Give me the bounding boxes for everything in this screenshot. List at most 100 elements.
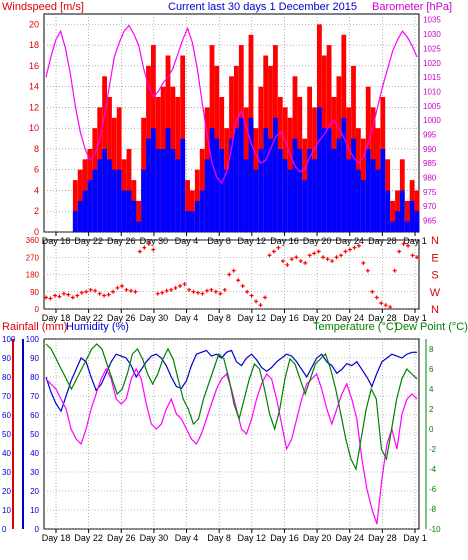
average-wind-bar bbox=[170, 149, 176, 232]
average-wind-bar bbox=[312, 159, 317, 232]
x-tick-label: Day 28 bbox=[368, 533, 397, 543]
x-tick-label: Day 18 bbox=[42, 313, 71, 323]
average-wind-bar bbox=[409, 200, 415, 232]
x-tick-label: Day 22 bbox=[74, 313, 103, 323]
rainfall-tick-label: 50 bbox=[2, 430, 11, 439]
x-tick-label: Day 30 bbox=[140, 533, 169, 543]
rainfall-tick-label: 100 bbox=[2, 335, 16, 344]
barometer-tick-label: 970 bbox=[423, 202, 437, 211]
direction-point bbox=[263, 295, 268, 300]
barometer-tick-label: 1020 bbox=[423, 59, 441, 68]
rainfall-tick-label: 80 bbox=[2, 373, 11, 382]
direction-point bbox=[352, 245, 357, 250]
rainfall-tick-label: 40 bbox=[2, 449, 11, 458]
average-wind-bar bbox=[277, 149, 283, 232]
x-tick-label: Day 26 bbox=[107, 533, 136, 543]
windspeed-tick-label: 18 bbox=[29, 40, 39, 50]
average-wind-bar bbox=[190, 211, 195, 232]
average-wind-bar bbox=[321, 128, 327, 232]
windspeed-tick-label: 20 bbox=[29, 19, 39, 29]
direction-point bbox=[200, 291, 205, 296]
average-wind-bar bbox=[111, 169, 117, 232]
windspeed-tick-label: 6 bbox=[34, 165, 39, 175]
average-wind-bar bbox=[263, 128, 269, 232]
direction-point bbox=[52, 293, 57, 298]
direction-point bbox=[137, 249, 142, 254]
humidity-tick-label: 30 bbox=[30, 468, 39, 477]
direction-point bbox=[334, 255, 339, 260]
direction-point bbox=[48, 296, 53, 301]
compass-label: E bbox=[431, 252, 438, 264]
rainfall-tick-label: 20 bbox=[2, 487, 11, 496]
x-tick-label: Day 26 bbox=[107, 313, 136, 323]
barometer-tick-label: 965 bbox=[423, 217, 437, 226]
compass-label: S bbox=[431, 270, 438, 282]
humidity-tick-label: 90 bbox=[30, 354, 39, 363]
windspeed-tick-label: 0 bbox=[34, 227, 39, 237]
temperature-tick-label: -10 bbox=[429, 525, 441, 534]
direction-point bbox=[245, 289, 250, 294]
average-wind-bar bbox=[395, 211, 400, 232]
direction-point bbox=[374, 295, 379, 300]
direction-point bbox=[406, 243, 411, 248]
direction-point bbox=[66, 292, 71, 297]
rainfall-tick-label: 10 bbox=[2, 506, 11, 515]
direction-point bbox=[415, 255, 419, 260]
x-tick-label: Day 4 bbox=[175, 313, 199, 323]
x-tick-label: Day 1 bbox=[403, 533, 427, 543]
direction-point bbox=[356, 243, 361, 248]
temperature-tick-label: 8 bbox=[429, 345, 434, 354]
x-tick-label: Day 18 bbox=[42, 533, 71, 543]
rainfall-tick-label: 90 bbox=[2, 354, 11, 363]
gust-bar bbox=[77, 169, 83, 232]
average-wind-bar bbox=[199, 190, 205, 232]
average-wind-bar bbox=[253, 169, 259, 232]
humidity-tick-label: 60 bbox=[30, 411, 39, 420]
average-wind-bar bbox=[141, 169, 146, 232]
average-wind-bar bbox=[136, 221, 142, 232]
windspeed-tick-label: 14 bbox=[29, 82, 39, 92]
average-wind-bar bbox=[360, 180, 366, 232]
direction-point bbox=[222, 287, 227, 292]
direction-point bbox=[119, 284, 124, 288]
average-wind-bar bbox=[224, 169, 229, 232]
direction-point bbox=[142, 245, 147, 250]
direction-point bbox=[370, 289, 375, 294]
average-wind-bar bbox=[351, 138, 356, 232]
direction-point bbox=[397, 249, 402, 254]
direction-point bbox=[267, 253, 272, 258]
average-wind-bar bbox=[331, 149, 337, 232]
windspeed-tick-label: 2 bbox=[34, 206, 39, 216]
average-wind-bar bbox=[297, 149, 303, 232]
direction-point bbox=[111, 289, 116, 294]
average-wind-bar bbox=[175, 159, 181, 232]
direction-tick-label: 360 bbox=[26, 236, 40, 245]
direction-point bbox=[325, 257, 330, 262]
direction-point bbox=[410, 253, 415, 258]
direction-point bbox=[191, 289, 196, 294]
direction-point bbox=[294, 255, 299, 260]
direction-tick-label: 180 bbox=[26, 271, 40, 280]
barometer-tick-label: 985 bbox=[423, 159, 437, 168]
direction-point bbox=[164, 288, 169, 293]
average-wind-bar bbox=[399, 190, 405, 232]
barometer-tick-label: 995 bbox=[423, 130, 437, 139]
direction-point bbox=[401, 241, 406, 246]
barometer-tick-label: 1035 bbox=[423, 16, 441, 25]
direction-point bbox=[79, 290, 84, 295]
direction-point bbox=[343, 249, 348, 254]
x-tick-label: Day 30 bbox=[140, 313, 169, 323]
x-tick-label: Day 8 bbox=[207, 313, 231, 323]
average-wind-bar bbox=[336, 138, 342, 232]
average-wind-bar bbox=[107, 159, 112, 232]
rainfall-axis-label: Rainfall (mm) bbox=[2, 321, 67, 333]
direction-point bbox=[307, 253, 312, 258]
direction-point bbox=[236, 278, 241, 283]
direction-point bbox=[209, 287, 214, 292]
average-wind-bar bbox=[87, 180, 93, 232]
windspeed-tick-label: 10 bbox=[29, 123, 39, 133]
direction-point bbox=[75, 293, 80, 298]
temperature-tick-label: 6 bbox=[429, 365, 434, 374]
direction-point bbox=[115, 285, 120, 290]
